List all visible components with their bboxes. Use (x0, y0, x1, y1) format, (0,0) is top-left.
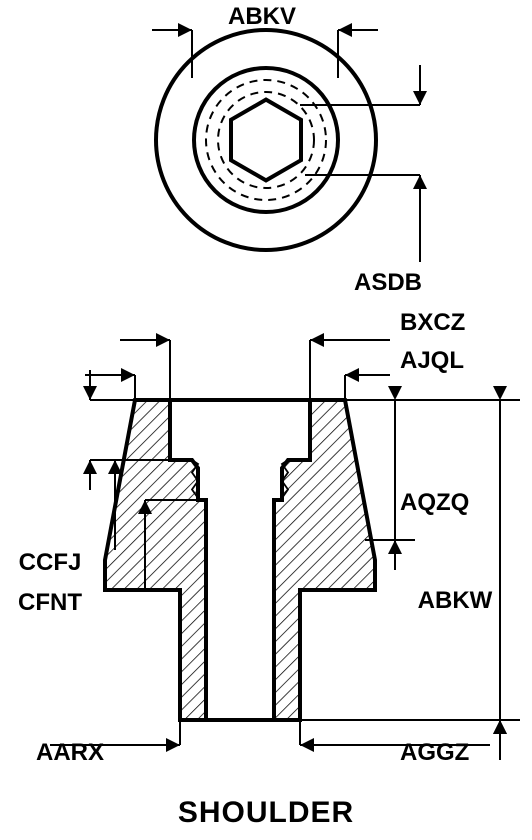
hex-socket (231, 100, 301, 181)
drawing-title: SHOULDER (0, 796, 532, 830)
dim-label: AQZQ (400, 489, 469, 516)
dim-label: BXCZ (400, 309, 465, 336)
dim-label: CFNT (18, 589, 82, 616)
dim-label: AGGZ (400, 739, 469, 766)
dim-label: ABKW (418, 587, 493, 614)
top-outer-circle (156, 30, 376, 250)
top-middle-circle (194, 68, 338, 212)
dim-label: AARX (36, 739, 104, 766)
dim-label: AJQL (400, 347, 464, 374)
dim-label: ASDB (354, 269, 422, 296)
dim-label: ABKV (228, 3, 296, 30)
dim-label: CCFJ (19, 549, 82, 576)
